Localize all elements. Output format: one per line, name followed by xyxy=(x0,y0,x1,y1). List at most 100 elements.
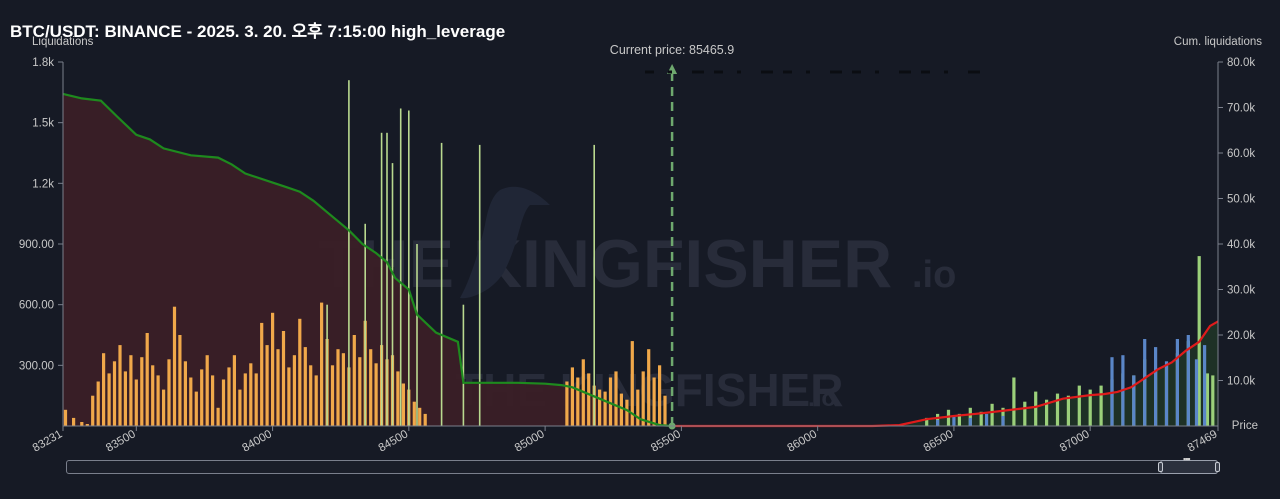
liquidation-bar xyxy=(957,413,961,426)
liquidation-bar xyxy=(358,357,362,426)
liquidation-bar xyxy=(570,367,574,426)
liquidation-bar xyxy=(936,419,940,426)
chart-title: BTC/USDT: BINANCE - 2025. 3. 20. 오후 7:15… xyxy=(10,22,506,41)
x-tick-label: 83231 xyxy=(31,428,65,454)
liquidation-bar xyxy=(1132,375,1136,426)
grip-dots-icon: ▪▪▪ xyxy=(1183,454,1191,464)
liquidation-bar xyxy=(391,163,394,426)
liquidation-bar xyxy=(183,361,187,426)
liquidation-bar xyxy=(1023,401,1027,426)
x-tick-label: 85500 xyxy=(649,428,683,454)
liquidation-bar xyxy=(1186,335,1190,426)
liquidation-bar xyxy=(1211,375,1215,426)
liquidation-bar xyxy=(1099,385,1103,426)
liquidation-bar xyxy=(320,302,324,426)
liquidation-bar xyxy=(1055,393,1060,426)
x-tick-label: 87469 xyxy=(1186,428,1220,454)
x-tick-label: 85000 xyxy=(513,428,547,454)
y-left-tick-label: 600.00 xyxy=(19,300,54,312)
liquidation-bar xyxy=(271,312,275,426)
liquidation-bar xyxy=(243,373,247,426)
liquidation-bar xyxy=(1045,399,1049,426)
liquidation-bar xyxy=(287,367,291,426)
liquidation-bar xyxy=(140,357,144,426)
liquidation-bar xyxy=(380,132,383,427)
liquidation-bar xyxy=(647,349,651,426)
liquidation-bar xyxy=(985,413,989,426)
liquidation-bar xyxy=(952,415,956,426)
liquidation-bar xyxy=(298,318,302,426)
range-left-handle[interactable] xyxy=(1158,462,1163,472)
liquidation-bar xyxy=(156,375,160,426)
watermark-secondary-suffix: .io xyxy=(808,385,836,412)
liquidation-bar xyxy=(576,377,580,426)
y-right-tick-label: 60.0k xyxy=(1227,148,1255,160)
liquidation-bar xyxy=(238,389,242,426)
x-tick-label: 84500 xyxy=(377,428,411,454)
short-cumulative-area xyxy=(671,321,1218,426)
liquidation-bar xyxy=(134,379,138,426)
liquidation-bar xyxy=(129,355,133,426)
range-scrollbar[interactable]: ▪▪▪ xyxy=(66,454,1220,474)
liquidation-bar xyxy=(281,331,286,426)
liquidation-bar xyxy=(162,389,166,426)
liquidation-bar xyxy=(1110,357,1114,426)
liquidation-bar xyxy=(1143,339,1147,426)
liquidation-bar xyxy=(630,341,634,426)
liquidation-bar xyxy=(63,409,68,426)
liquidation-bar xyxy=(418,407,422,426)
liquidation-bar xyxy=(151,365,155,426)
y-left-tick-label: 1.8k xyxy=(32,57,54,69)
x-tick-label: 86500 xyxy=(922,428,956,454)
liquidation-bar xyxy=(641,371,645,426)
liquidation-bar xyxy=(1088,389,1092,426)
long-cumulative-line xyxy=(62,92,672,428)
liquidation-bar xyxy=(587,373,591,426)
liquidation-bar xyxy=(565,381,569,426)
liquidation-bar xyxy=(1203,345,1207,426)
liquidation-bar xyxy=(330,365,335,426)
liquidation-bar xyxy=(178,335,182,426)
liquidation-bar xyxy=(118,345,122,426)
y-left-tick-label: 1.5k xyxy=(32,118,54,130)
watermark: THE KINGFISHER .io THE KINGFISHER .io xyxy=(318,186,956,416)
liquidation-bar xyxy=(123,371,127,426)
liquidation-bar xyxy=(1077,385,1081,426)
y-axis-left-title: Liquidations xyxy=(32,36,94,48)
liquidation-bar xyxy=(309,365,313,426)
y-right-tick-label: 10.0k xyxy=(1227,376,1255,388)
liquidation-bar xyxy=(260,322,264,426)
liquidation-bar xyxy=(423,413,427,426)
liquidation-bar xyxy=(1164,361,1169,426)
liquidation-bar xyxy=(364,223,366,426)
liquidation-bar xyxy=(200,369,204,426)
liquidation-bar xyxy=(386,132,388,427)
x-tick-label: 86000 xyxy=(785,428,819,454)
liquidation-bar xyxy=(374,363,378,426)
liquidation-bar xyxy=(603,391,607,426)
liquidation-bar xyxy=(205,355,209,426)
liquidation-bar xyxy=(990,403,994,426)
liquidation-bar xyxy=(352,335,356,426)
short-cumulative-line xyxy=(671,320,1219,428)
y-right-tick-label: 40.0k xyxy=(1227,239,1255,251)
liquidation-bar xyxy=(227,367,231,426)
range-scrollbar-thumb[interactable]: ▪▪▪ xyxy=(1158,454,1220,474)
current-price-label: Current price: 85465.9 xyxy=(610,43,734,57)
liquidation-bar xyxy=(221,379,226,426)
liquidation-bar xyxy=(399,108,402,426)
range-right-handle[interactable] xyxy=(1215,462,1220,472)
liquidation-bar xyxy=(145,333,149,426)
x-axis-title: Price xyxy=(1232,420,1258,432)
liquidation-bar xyxy=(112,361,117,426)
liquidation-bar xyxy=(416,244,418,426)
y-left-tick-label: 900.00 xyxy=(19,239,54,251)
liquidation-bar xyxy=(478,144,481,426)
liquidation-bar xyxy=(96,381,100,426)
liquidation-bar xyxy=(408,110,410,426)
liquidation-bar xyxy=(211,375,215,426)
liquidation-bar xyxy=(614,371,618,426)
liquidation-bar xyxy=(608,377,613,426)
liquidation-bar xyxy=(636,389,640,426)
